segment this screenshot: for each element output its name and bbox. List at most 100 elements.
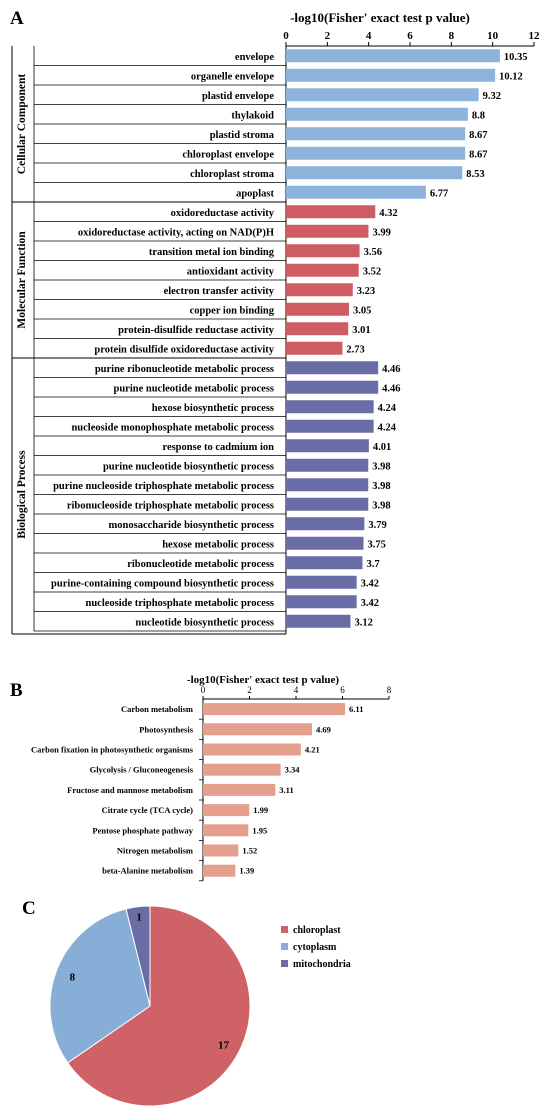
category-label: thylakoid xyxy=(231,110,274,121)
bar xyxy=(286,263,359,277)
category-label: ribonucleotide metabolic process xyxy=(127,559,274,570)
bar xyxy=(286,361,379,375)
bar-value-label: 4.46 xyxy=(382,364,400,375)
bar xyxy=(203,763,281,776)
slice-value-label: 17 xyxy=(218,1040,230,1052)
category-label: ribonucleoside triphosphate metabolic pr… xyxy=(67,500,274,511)
category-label: Photosynthesis xyxy=(139,724,194,734)
category-label: electron transfer activity xyxy=(164,286,275,297)
category-label: hexose biosynthetic process xyxy=(152,403,274,414)
bar xyxy=(286,497,369,511)
panel-label-a: A xyxy=(10,8,24,29)
pie-slice xyxy=(125,905,151,1007)
bar xyxy=(203,804,250,817)
group-label: Biological Process xyxy=(16,450,28,539)
bar xyxy=(286,302,350,316)
category-label: Citrate cycle (TCA cycle) xyxy=(102,805,193,815)
bar xyxy=(286,536,364,550)
bar-value-label: 3.34 xyxy=(285,765,301,775)
bar-value-label: 3.11 xyxy=(279,785,293,795)
bar-value-label: 1.52 xyxy=(242,846,257,856)
category-label: response to cadmium ion xyxy=(162,442,274,453)
x-tick-label: 0 xyxy=(201,685,206,695)
category-label: transition metal ion binding xyxy=(149,247,275,258)
bar xyxy=(286,283,353,297)
bar-value-label: 3.05 xyxy=(353,305,371,316)
bar-value-label: 4.01 xyxy=(373,442,391,453)
bar xyxy=(203,844,239,857)
bar xyxy=(286,517,365,531)
legend-label: mitochondria xyxy=(293,959,351,970)
bar-value-label: 1.99 xyxy=(253,805,268,815)
bar-value-label: 3.42 xyxy=(361,598,379,609)
category-label: Carbon fixation in photosynthetic organi… xyxy=(31,745,194,755)
category-label: Nitrogen metabolism xyxy=(117,846,193,856)
category-label: oxidoreductase activity, acting on NAD(P… xyxy=(78,227,274,238)
bar xyxy=(203,723,313,736)
bar xyxy=(286,68,496,82)
category-label: antioxidant activity xyxy=(187,266,275,277)
category-label: plastid stroma xyxy=(210,130,275,141)
legend-label: cytoplasm xyxy=(293,942,337,953)
x-tick-label: 8 xyxy=(387,685,392,695)
x-tick-label: 6 xyxy=(340,685,345,695)
category-label: protein-disulfide reductase activity xyxy=(118,325,275,336)
bar-value-label: 10.12 xyxy=(499,71,523,82)
bar-value-label: 6.11 xyxy=(349,704,363,714)
pie-slice xyxy=(67,905,251,1107)
category-label: nucleoside monophosphate metabolic proce… xyxy=(71,422,274,433)
bar xyxy=(203,743,301,756)
bar xyxy=(286,224,369,238)
category-label: envelope xyxy=(235,52,274,63)
bar-value-label: 2.73 xyxy=(346,344,364,355)
chart-c: 17 8 1 chloroplast cytoplasm mitochondria xyxy=(49,905,351,1107)
bar-value-label: 4.24 xyxy=(378,403,397,414)
bar-value-label: 3.79 xyxy=(368,520,386,531)
x-tick-label: 2 xyxy=(247,685,252,695)
legend-label: chloroplast xyxy=(293,925,341,936)
bar-value-label: 3.42 xyxy=(361,578,379,589)
category-label: purine nucleotide biosynthetic process xyxy=(103,461,274,472)
bar-value-label: 3.01 xyxy=(352,325,370,336)
x-tick-label: 0 xyxy=(283,30,289,42)
bar-value-label: 3.98 xyxy=(372,461,390,472)
bar-value-label: 3.98 xyxy=(372,500,390,511)
bar xyxy=(286,595,357,609)
x-tick-label: 12 xyxy=(529,30,541,42)
chart-b-title: -log10(Fisher' exact test p value) xyxy=(187,674,339,686)
bar xyxy=(286,458,369,472)
bar-value-label: 1.95 xyxy=(252,825,267,835)
bar-value-label: 3.23 xyxy=(357,286,375,297)
category-label: Pentose phosphate pathway xyxy=(92,825,193,835)
bar xyxy=(286,205,376,219)
x-tick-label: 4 xyxy=(366,30,372,42)
bar xyxy=(203,824,249,837)
bar xyxy=(286,49,500,63)
x-tick-label: 4 xyxy=(294,685,299,695)
category-label: purine nucleotide metabolic process xyxy=(113,383,274,394)
bar xyxy=(286,419,374,433)
bar-value-label: 10.35 xyxy=(504,52,528,63)
group-label: Molecular Function xyxy=(16,231,28,329)
bar-value-label: 3.56 xyxy=(364,247,382,258)
category-label: nucleotide biosynthetic process xyxy=(135,617,274,628)
bar-value-label: 8.67 xyxy=(469,130,487,141)
category-label: copper ion binding xyxy=(190,305,275,316)
x-tick-label: 10 xyxy=(487,30,499,42)
bar xyxy=(286,380,379,394)
category-label: chloroplast envelope xyxy=(182,149,274,160)
category-label: Fructose and mannose metabolism xyxy=(67,785,193,795)
bar xyxy=(286,88,479,102)
bar-value-label: 1.39 xyxy=(239,866,254,876)
bar xyxy=(286,322,349,336)
category-label: beta-Alanine metabolism xyxy=(102,866,193,876)
bar xyxy=(203,864,236,877)
category-label: apoplast xyxy=(236,188,274,199)
x-tick-label: 2 xyxy=(325,30,331,42)
bar xyxy=(203,783,276,796)
category-label: organelle envelope xyxy=(191,71,274,82)
bar xyxy=(286,556,363,570)
x-tick-label: 8 xyxy=(449,30,455,42)
bar-value-label: 4.69 xyxy=(316,724,331,734)
bar-value-label: 4.46 xyxy=(382,383,400,394)
